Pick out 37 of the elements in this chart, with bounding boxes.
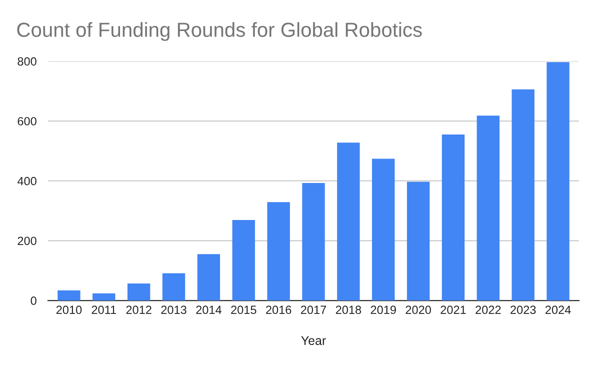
bar (162, 273, 186, 301)
x-tick-label: 2011 (92, 306, 116, 314)
bar (512, 89, 534, 301)
x-tick-label: 2014 (196, 306, 222, 314)
x-tick-label: 2015 (231, 306, 256, 314)
x-tick-label: 2012 (126, 306, 152, 314)
bar (302, 182, 325, 301)
x-tick-label: 2021 (440, 306, 466, 314)
bar (197, 254, 220, 301)
x-tick-label: 2022 (476, 306, 501, 314)
y-tick-label: 600 (18, 117, 36, 126)
bar (406, 182, 430, 301)
x-tick-label: 2024 (546, 306, 571, 314)
x-tick-label: 2017 (300, 306, 326, 314)
bar (337, 142, 360, 301)
bar (267, 202, 290, 301)
x-tick-label: 2013 (161, 306, 186, 314)
x-tick-label: 2016 (266, 306, 292, 314)
x-tick-label: 2019 (370, 306, 396, 314)
y-tick-label: 200 (18, 236, 36, 246)
bar (546, 62, 570, 301)
bar (442, 134, 465, 301)
y-tick-label: 800 (18, 57, 36, 66)
x-tick-label: 2023 (510, 306, 536, 314)
x-tick-label: 2020 (406, 306, 431, 314)
bar (476, 116, 500, 301)
x-tick-label: 2010 (56, 306, 82, 314)
bar (92, 293, 116, 301)
bar (58, 290, 80, 301)
x-axis-title: Year (301, 336, 326, 345)
y-tick-label: 400 (17, 176, 36, 186)
bar (232, 220, 255, 301)
chart-title: Count of Funding Rounds for Global Robotics (17, 22, 422, 41)
bar (127, 283, 150, 301)
bar (372, 158, 395, 301)
y-tick-label: 0 (30, 296, 36, 305)
x-tick-label: 2018 (336, 306, 362, 314)
